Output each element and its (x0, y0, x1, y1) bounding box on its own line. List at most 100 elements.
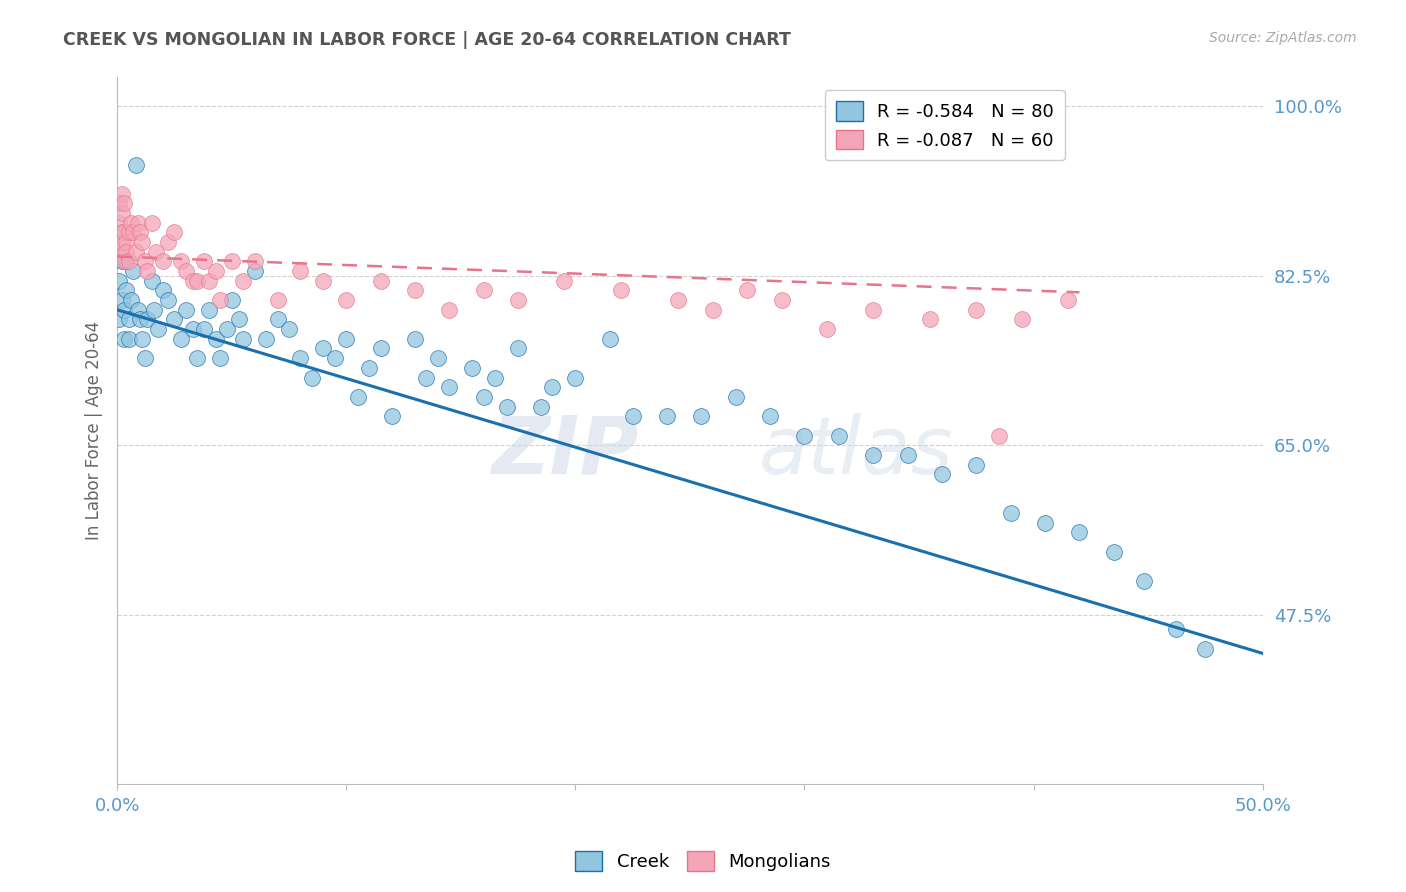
Point (920, 312, 942, 326)
Point (217, 322, 239, 336)
Point (141, 274, 163, 288)
Legend: R = -0.584   N = 80, R = -0.087   N = 60: R = -0.584 N = 80, R = -0.087 N = 60 (825, 90, 1064, 161)
Point (136, 264, 159, 278)
Point (108, 216, 131, 230)
Point (115, 235, 138, 249)
Point (170, 254, 193, 268)
Point (1164, 622, 1187, 636)
Point (163, 225, 186, 239)
Point (359, 360, 381, 375)
Point (770, 293, 793, 307)
Text: CREEK VS MONGOLIAN IN LABOR FORCE | AGE 20-64 CORRELATION CHART: CREEK VS MONGOLIAN IN LABOR FORCE | AGE … (63, 31, 792, 49)
Point (112, 332, 135, 346)
Point (735, 284, 758, 298)
Point (152, 284, 174, 298)
Point (124, 244, 146, 259)
Point (1132, 574, 1154, 588)
Point (117, 225, 139, 239)
Point (243, 264, 266, 278)
Point (254, 332, 277, 346)
Point (530, 400, 553, 414)
Point (193, 254, 215, 268)
Point (198, 302, 221, 317)
Point (346, 390, 368, 404)
Point (115, 284, 138, 298)
Point (148, 322, 170, 336)
Point (117, 312, 139, 326)
Point (266, 312, 288, 326)
Point (439, 302, 461, 317)
Point (112, 302, 135, 317)
Point (897, 448, 920, 462)
Point (965, 458, 987, 472)
Point (472, 390, 495, 404)
Point (323, 351, 346, 366)
Point (136, 312, 159, 326)
Point (599, 332, 621, 346)
Point (724, 390, 747, 404)
Point (702, 302, 724, 317)
Point (112, 225, 135, 239)
Point (117, 254, 139, 268)
Point (111, 206, 134, 220)
Legend: Creek, Mongolians: Creek, Mongolians (568, 844, 838, 879)
Point (111, 254, 134, 268)
Point (312, 342, 335, 356)
Point (1069, 525, 1091, 540)
Point (668, 293, 690, 307)
Point (209, 293, 232, 307)
Point (506, 293, 529, 307)
Point (1102, 545, 1125, 559)
Point (186, 351, 208, 366)
Point (127, 216, 149, 230)
Point (120, 293, 142, 307)
Point (124, 157, 146, 171)
Point (461, 360, 484, 375)
Point (221, 254, 243, 268)
Point (439, 380, 461, 394)
Point (965, 302, 987, 317)
Point (152, 254, 174, 268)
Point (134, 254, 156, 268)
Point (426, 351, 449, 366)
Point (335, 293, 357, 307)
Point (541, 380, 564, 394)
Point (232, 274, 254, 288)
Point (204, 264, 226, 278)
Point (370, 274, 392, 288)
Point (112, 196, 135, 211)
Point (472, 284, 495, 298)
Point (111, 235, 134, 249)
Point (1194, 641, 1216, 656)
Point (1057, 293, 1080, 307)
Point (506, 342, 529, 356)
Point (198, 274, 221, 288)
Point (204, 332, 226, 346)
Point (115, 244, 138, 259)
Point (120, 216, 142, 230)
Point (690, 409, 713, 424)
Point (145, 244, 167, 259)
Point (862, 302, 884, 317)
Point (117, 332, 139, 346)
Point (142, 302, 165, 317)
Point (111, 293, 134, 307)
Text: ZIP: ZIP (491, 413, 638, 491)
Point (243, 254, 266, 268)
Point (1000, 506, 1022, 520)
Point (108, 274, 131, 288)
Point (129, 225, 152, 239)
Y-axis label: In Labor Force | Age 20-64: In Labor Force | Age 20-64 (86, 321, 103, 541)
Point (170, 332, 193, 346)
Point (553, 274, 575, 288)
Point (564, 370, 586, 384)
Point (209, 351, 232, 366)
Point (122, 225, 145, 239)
Point (228, 312, 250, 326)
Point (484, 370, 506, 384)
Point (1011, 312, 1033, 326)
Point (1033, 516, 1056, 530)
Point (111, 225, 134, 239)
Point (108, 312, 131, 326)
Point (495, 400, 517, 414)
